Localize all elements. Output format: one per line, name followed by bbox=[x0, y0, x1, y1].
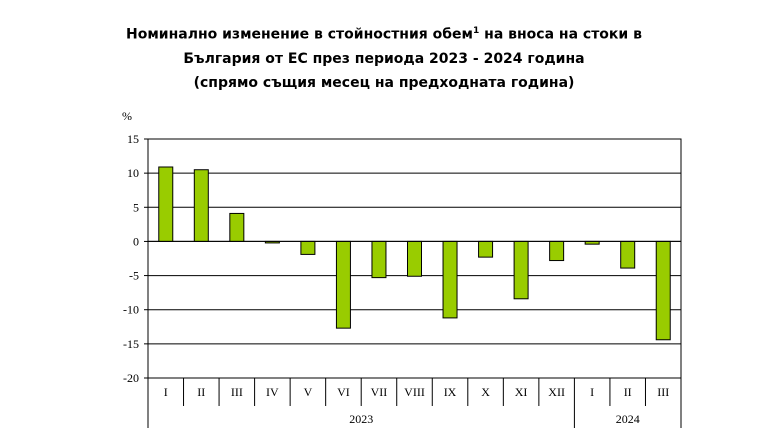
bar-5 bbox=[300, 240, 316, 255]
bar-6 bbox=[335, 240, 351, 329]
y-tick-label: 15 bbox=[127, 132, 139, 146]
x-tick-label: IV bbox=[266, 385, 279, 399]
year-group-label: 2024 bbox=[616, 412, 640, 426]
title-line-1-part-b: на вноса на стоки в bbox=[479, 26, 642, 43]
title-line-3: (спрямо същия месец на предходната годин… bbox=[193, 74, 575, 91]
bar-14 bbox=[620, 240, 636, 269]
y-tick-label: 10 bbox=[127, 166, 139, 180]
x-tick-label: II bbox=[624, 385, 632, 399]
x-tick-label: VIII bbox=[404, 385, 425, 399]
y-tick-label: -10 bbox=[123, 303, 139, 317]
bar-8 bbox=[407, 240, 422, 277]
bar-11 bbox=[513, 240, 529, 300]
x-tick-label: VI bbox=[337, 385, 350, 399]
x-tick-label: I bbox=[590, 385, 594, 399]
bar-9 bbox=[442, 240, 458, 319]
footnote-mark: 1 bbox=[473, 26, 480, 36]
bar-7 bbox=[371, 240, 387, 279]
x-tick-label: VII bbox=[371, 385, 388, 399]
y-tick-label: -20 bbox=[123, 371, 139, 385]
y-tick-label: -5 bbox=[129, 269, 139, 283]
y-axis-unit-label: % bbox=[122, 109, 132, 123]
bar-1 bbox=[158, 166, 174, 242]
x-tick-label: V bbox=[304, 385, 313, 399]
x-tick-label: I bbox=[164, 385, 168, 399]
x-tick-label: X bbox=[481, 385, 490, 399]
x-tick-label: IX bbox=[444, 385, 457, 399]
y-tick-label: -15 bbox=[123, 337, 139, 351]
y-tick-label: 5 bbox=[133, 200, 139, 214]
title-line-2: България от ЕС през периода 2023 - 2024 … bbox=[183, 50, 585, 67]
x-tick-label: III bbox=[231, 385, 243, 399]
bar-2 bbox=[193, 169, 209, 242]
x-tick-label: II bbox=[197, 385, 205, 399]
bar-10 bbox=[478, 240, 494, 258]
y-tick-label: 0 bbox=[133, 234, 139, 248]
title-line-1-part-a: Номинално изменение в стойностния обем bbox=[126, 26, 473, 43]
year-group-label: 2023 bbox=[349, 412, 373, 426]
bar-15 bbox=[655, 240, 671, 341]
x-tick-label: XII bbox=[548, 385, 565, 399]
bar-3 bbox=[229, 212, 245, 242]
bar-12 bbox=[549, 240, 565, 262]
title-line-1: Номинално изменение в стойностния обем1 … bbox=[0, 19, 768, 47]
x-tick-label: III bbox=[657, 385, 669, 399]
x-tick-label: XI bbox=[515, 385, 528, 399]
chart-title: Номинално изменение в стойностния обем1 … bbox=[0, 19, 768, 95]
